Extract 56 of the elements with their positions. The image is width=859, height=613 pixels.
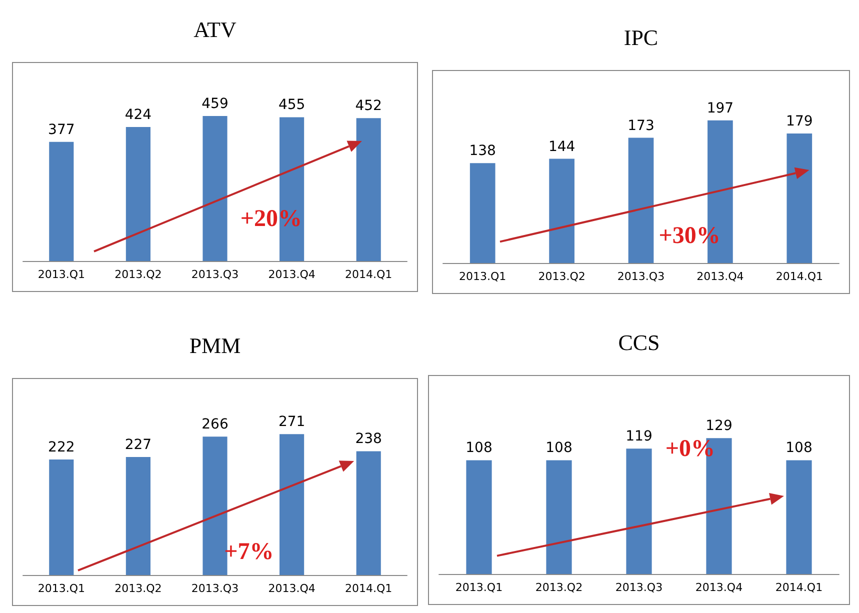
x-tick-label: 2013.Q1 <box>459 270 506 283</box>
x-tick-label: 2013.Q1 <box>38 582 85 595</box>
bar <box>786 133 812 263</box>
data-label: 173 <box>628 118 654 134</box>
data-label: 179 <box>786 113 813 130</box>
x-tick-label: 2013.Q4 <box>268 582 316 595</box>
data-label: 452 <box>355 98 382 114</box>
x-tick-label: 2014.Q1 <box>345 582 392 595</box>
bar <box>356 118 381 261</box>
data-label: 138 <box>469 143 496 160</box>
x-tick-label: 2014.Q1 <box>776 270 823 283</box>
chart-title: IPC <box>622 25 660 51</box>
data-label: 108 <box>546 440 572 456</box>
data-label: 197 <box>706 100 734 116</box>
data-label: 424 <box>124 107 152 124</box>
bar <box>628 138 654 263</box>
data-label: 144 <box>548 138 576 155</box>
data-label: 271 <box>278 414 306 430</box>
x-tick-label: 2013.Q3 <box>617 270 665 283</box>
x-tick-label: 2013.Q4 <box>696 270 744 283</box>
data-label: 238 <box>355 431 382 448</box>
data-label: 108 <box>466 440 492 456</box>
data-label: 222 <box>48 440 75 456</box>
x-tick-label: 2013.Q2 <box>114 582 162 595</box>
bar <box>49 142 74 261</box>
x-tick-label: 2014.Q1 <box>775 581 823 594</box>
bar <box>280 434 304 575</box>
data-label: 266 <box>202 416 228 433</box>
x-tick-label: 2013.Q3 <box>191 268 239 281</box>
x-tick-label: 2014.Q1 <box>345 268 392 281</box>
x-tick-label: 2013.Q4 <box>695 581 743 594</box>
x-tick-label: 2013.Q3 <box>191 582 239 595</box>
data-label: 119 <box>626 428 652 445</box>
chart-title: CCS <box>617 330 661 356</box>
bar <box>549 158 574 263</box>
chart-title: PMM <box>188 333 242 359</box>
x-tick-label: 2013.Q2 <box>538 270 586 283</box>
x-tick-label: 2013.Q1 <box>455 581 503 594</box>
data-label: 129 <box>706 418 732 434</box>
bar <box>49 460 74 575</box>
data-label: 227 <box>124 436 152 453</box>
data-label: 377 <box>48 122 75 138</box>
data-label: 455 <box>278 97 306 114</box>
bar <box>470 163 496 263</box>
bar <box>202 116 228 261</box>
data-label: 108 <box>786 440 812 456</box>
bar <box>126 456 150 575</box>
chart-title: ATV <box>192 17 238 43</box>
x-tick-label: 2013.Q3 <box>615 581 663 594</box>
bar <box>356 451 381 575</box>
bar <box>126 127 150 261</box>
x-tick-label: 2013.Q2 <box>114 268 162 281</box>
x-tick-label: 2013.Q4 <box>268 268 316 281</box>
x-tick-label: 2013.Q2 <box>535 581 583 594</box>
data-label: 459 <box>202 96 228 112</box>
x-tick-label: 2013.Q1 <box>38 268 85 281</box>
